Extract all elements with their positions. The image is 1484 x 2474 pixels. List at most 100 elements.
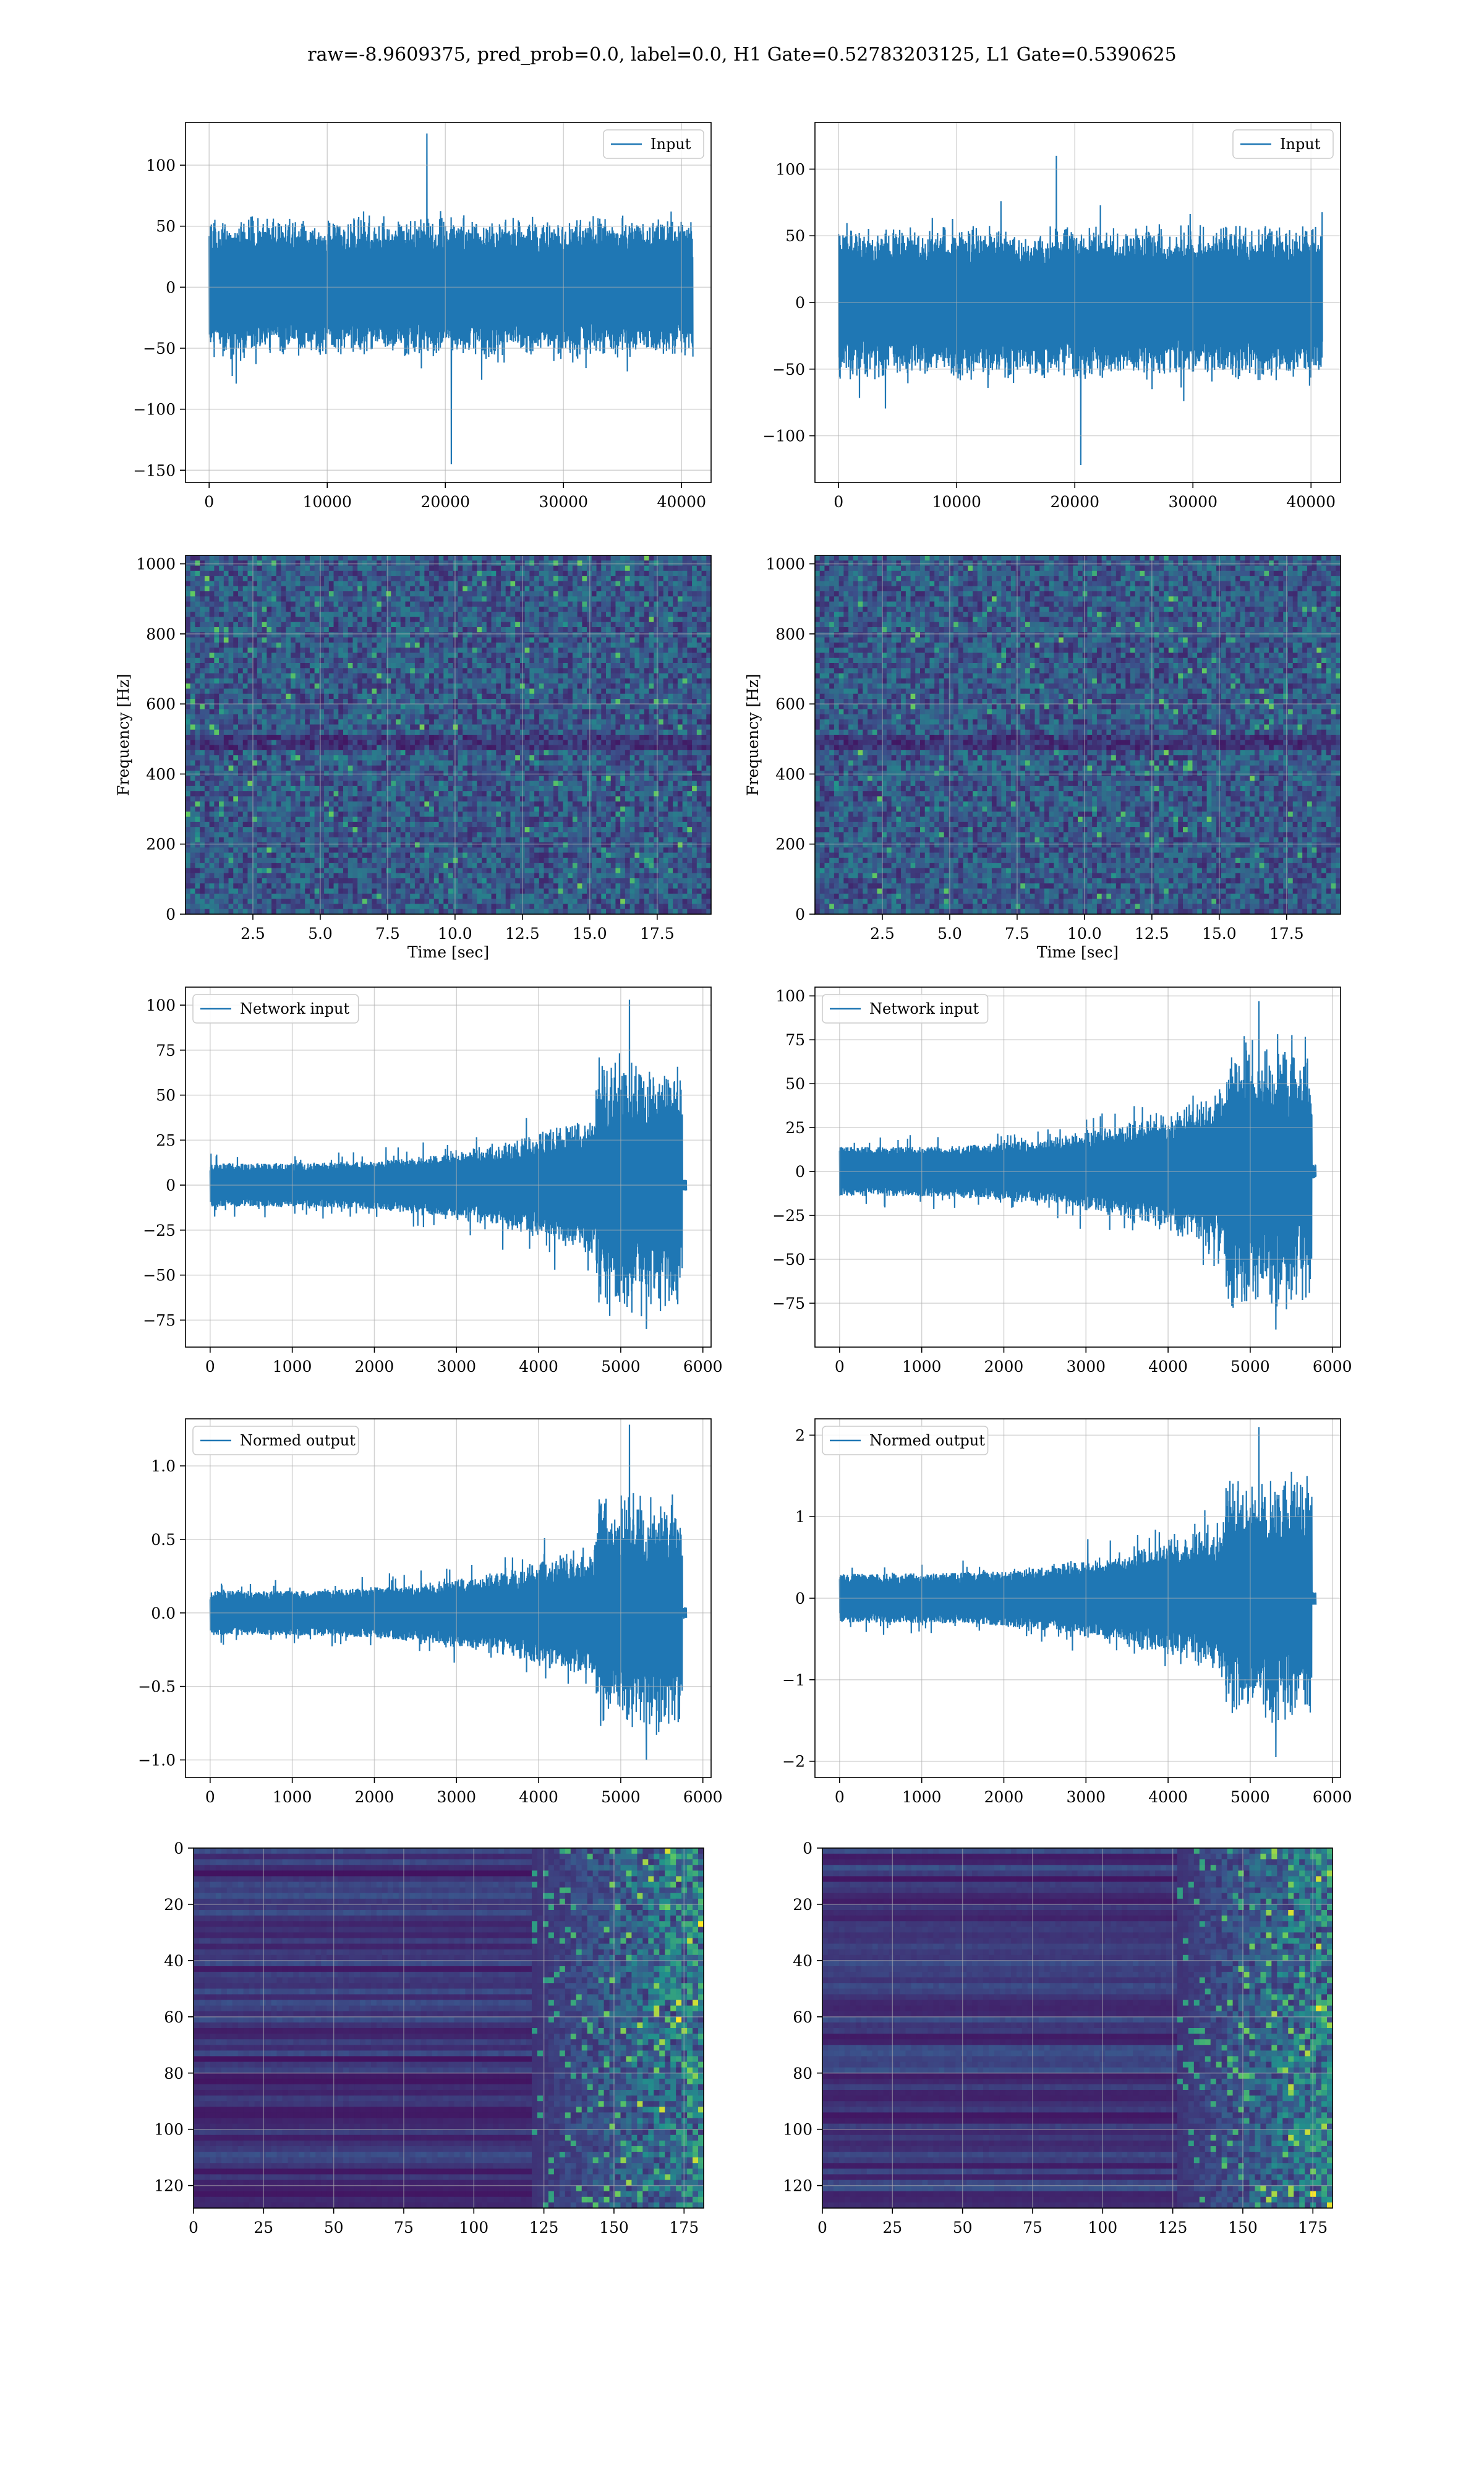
- l1-normed-output-xtick-label: 3000: [1066, 1788, 1106, 1806]
- h1-feature-map-chart: 0 25 50 75 100 125 150 175 0 20 40 60 80 100 120: [154, 1839, 704, 2236]
- h1-spectrogram-ytick-label: 200: [146, 836, 176, 854]
- h1-spectrogram-xtick-label: 17.5: [640, 925, 675, 943]
- h1-input-xtick-label: 20000: [420, 493, 470, 511]
- h1-normed-output-chart: 0 1000 2000 3000 4000 5000 6000 −1.0 −0.5 0.0 0.5 1…: [138, 1418, 723, 1806]
- h1-feature-map-xtick-label: 75: [394, 2219, 414, 2236]
- l1-network-input-ytick-label: 50: [785, 1075, 805, 1093]
- l1-network-input-legend: Network input: [822, 994, 989, 1024]
- h1-network-input-xtick-label: 6000: [683, 1358, 723, 1376]
- l1-normed-output-series-line: [838, 1427, 1317, 1758]
- l1-feature-map-xtick-label: 0: [817, 2219, 827, 2236]
- h1-spectrogram-frame: [185, 555, 712, 915]
- h1-normed-output-ytick-label: −1.0: [138, 1751, 176, 1769]
- l1-input-xtick-label: 40000: [1286, 493, 1336, 511]
- h1-spectrogram-xtick-label: 15.0: [573, 925, 607, 943]
- h1-input-ytick-label: −50: [143, 340, 176, 357]
- h1-input-grid: [186, 122, 711, 482]
- h1-feature-map-ytick-label: 60: [164, 2008, 184, 2026]
- l1-spectrogram-cells: [815, 555, 1341, 914]
- l1-network-input-ytick-label: −75: [772, 1295, 805, 1312]
- l1-input-ytick-label: −50: [772, 361, 805, 379]
- l1-spectrogram-frame: [814, 555, 1341, 915]
- l1-spectrogram-ytick-label: 200: [775, 836, 805, 854]
- h1-input-series-line: [208, 133, 694, 464]
- h1-network-input-ytick-label: −75: [143, 1311, 176, 1329]
- h1-network-input-xtick-label: 4000: [519, 1358, 558, 1376]
- h1-spectrogram-ytick-label: 1000: [136, 555, 176, 573]
- h1-feature-map-xtick-label: 150: [599, 2219, 629, 2236]
- h1-network-input-legend-label: Network input: [240, 1000, 349, 1017]
- h1-input-ytick-label: 0: [166, 278, 176, 296]
- l1-spectrogram-chart: 2.5 5.0 7.5 10.0 12.5 15.0 17.5 0 200 400 600 800 10…: [744, 555, 1341, 961]
- h1-feature-map-xtick-label: 0: [189, 2219, 198, 2236]
- h1-network-input-legend: Network input: [192, 994, 359, 1024]
- l1-input-xtick-label: 0: [834, 493, 843, 511]
- l1-spectrogram-xtick-label: 17.5: [1269, 925, 1304, 943]
- l1-input-xtick-label: 30000: [1168, 493, 1217, 511]
- l1-network-input-xtick-label: 1000: [902, 1358, 942, 1376]
- h1-feature-map-xtick-label: 125: [529, 2219, 559, 2236]
- h1-feature-map-ytick-label: 100: [154, 2121, 184, 2139]
- l1-normed-output-grid: [815, 1419, 1341, 1778]
- l1-input-xtick-label: 10000: [932, 493, 981, 511]
- l1-feature-map-ytick-label: 0: [803, 1839, 812, 1857]
- l1-network-input-ytick-label: −25: [772, 1207, 805, 1225]
- l1-spectrogram-xtick-label: 12.5: [1135, 925, 1169, 943]
- h1-network-input-xtick-label: 5000: [601, 1358, 641, 1376]
- h1-spectrogram-ytick-label: 400: [146, 765, 176, 783]
- l1-network-input-frame: [814, 987, 1341, 1348]
- h1-network-input-ytick-label: 25: [156, 1131, 176, 1149]
- l1-input-ytick-label: −100: [762, 427, 805, 445]
- l1-normed-output-legend: Normed output: [822, 1426, 989, 1455]
- l1-feature-map-ytick-label: 120: [783, 2177, 812, 2195]
- l1-normed-output-ytick-label: 2: [795, 1426, 805, 1444]
- l1-spectrogram-grid: [815, 555, 1341, 915]
- l1-spectrogram-ytick-label: 1000: [765, 555, 805, 573]
- l1-feature-map-xtick-label: 50: [953, 2219, 973, 2236]
- h1-feature-map-ytick-label: 20: [164, 1896, 184, 1914]
- l1-spectrogram-xtick-label: 7.5: [1005, 925, 1030, 943]
- h1-spectrogram-grid: [186, 555, 711, 915]
- l1-normed-output-ytick-label: −2: [782, 1753, 805, 1771]
- l1-input-grid: [815, 122, 1341, 482]
- l1-spectrogram-ytick-label: 400: [775, 765, 805, 783]
- h1-input-legend: Input: [603, 129, 704, 159]
- l1-feature-map-ytick-label: 20: [793, 1896, 812, 1914]
- h1-normed-output-xtick-label: 6000: [683, 1788, 723, 1806]
- l1-network-input-chart: 0 1000 2000 3000 4000 5000 6000 −75 −50 −25 0 25 50 7…: [772, 987, 1352, 1376]
- h1-spectrogram-ytick-label: 800: [146, 625, 176, 643]
- l1-network-input-ytick-label: −50: [772, 1251, 805, 1269]
- l1-spectrogram-xtick-label: 10.0: [1067, 925, 1102, 943]
- l1-network-input-xtick-label: 4000: [1148, 1358, 1188, 1376]
- l1-feature-map-ytick-label: 100: [783, 2121, 812, 2139]
- h1-input-frame: [185, 122, 712, 483]
- h1-feature-map-ytick-label: 120: [154, 2177, 184, 2195]
- l1-network-input-ytick-label: 0: [795, 1163, 805, 1181]
- h1-normed-output-ytick-label: 0.5: [151, 1531, 176, 1549]
- figure-title: raw=-8.9609375, pred_prob=0.0, label=0.0…: [307, 44, 1176, 66]
- l1-network-input-ytick-label: 75: [785, 1031, 805, 1049]
- h1-network-input-ytick-label: 75: [156, 1042, 176, 1059]
- l1-normed-output-xtick-label: 5000: [1230, 1788, 1270, 1806]
- l1-feature-map-xtick-label: 175: [1298, 2219, 1328, 2236]
- l1-normed-output-xtick-label: 2000: [984, 1788, 1024, 1806]
- l1-input-ytick-label: 0: [795, 294, 805, 312]
- h1-normed-output-xtick-label: 0: [205, 1788, 215, 1806]
- l1-normed-output-ytick-label: −1: [782, 1671, 805, 1689]
- l1-network-input-series-line: [838, 1001, 1317, 1330]
- l1-network-input-xtick-label: 5000: [1230, 1358, 1270, 1376]
- h1-spectrogram-cells: [186, 555, 711, 914]
- h1-network-input-xtick-label: 2000: [355, 1358, 394, 1376]
- h1-spectrogram-ylabel: Frequency [Hz]: [114, 674, 132, 796]
- h1-normed-output-grid: [186, 1419, 711, 1778]
- h1-input-ytick-label: −150: [133, 461, 176, 479]
- h1-spectrogram-xtick-label: 7.5: [375, 925, 400, 943]
- l1-normed-output-xtick-label: 6000: [1313, 1788, 1352, 1806]
- h1-normed-output-xtick-label: 5000: [601, 1788, 641, 1806]
- l1-normed-output-chart: 0 1000 2000 3000 4000 5000 6000 −2 −1 0 1 2 Normed o…: [782, 1418, 1352, 1806]
- l1-feature-map-cells: [822, 1848, 1333, 2208]
- h1-feature-map-xtick-label: 25: [254, 2219, 273, 2236]
- l1-spectrogram-ytick-label: 600: [775, 695, 805, 713]
- l1-normed-output-ytick-label: 1: [795, 1508, 805, 1526]
